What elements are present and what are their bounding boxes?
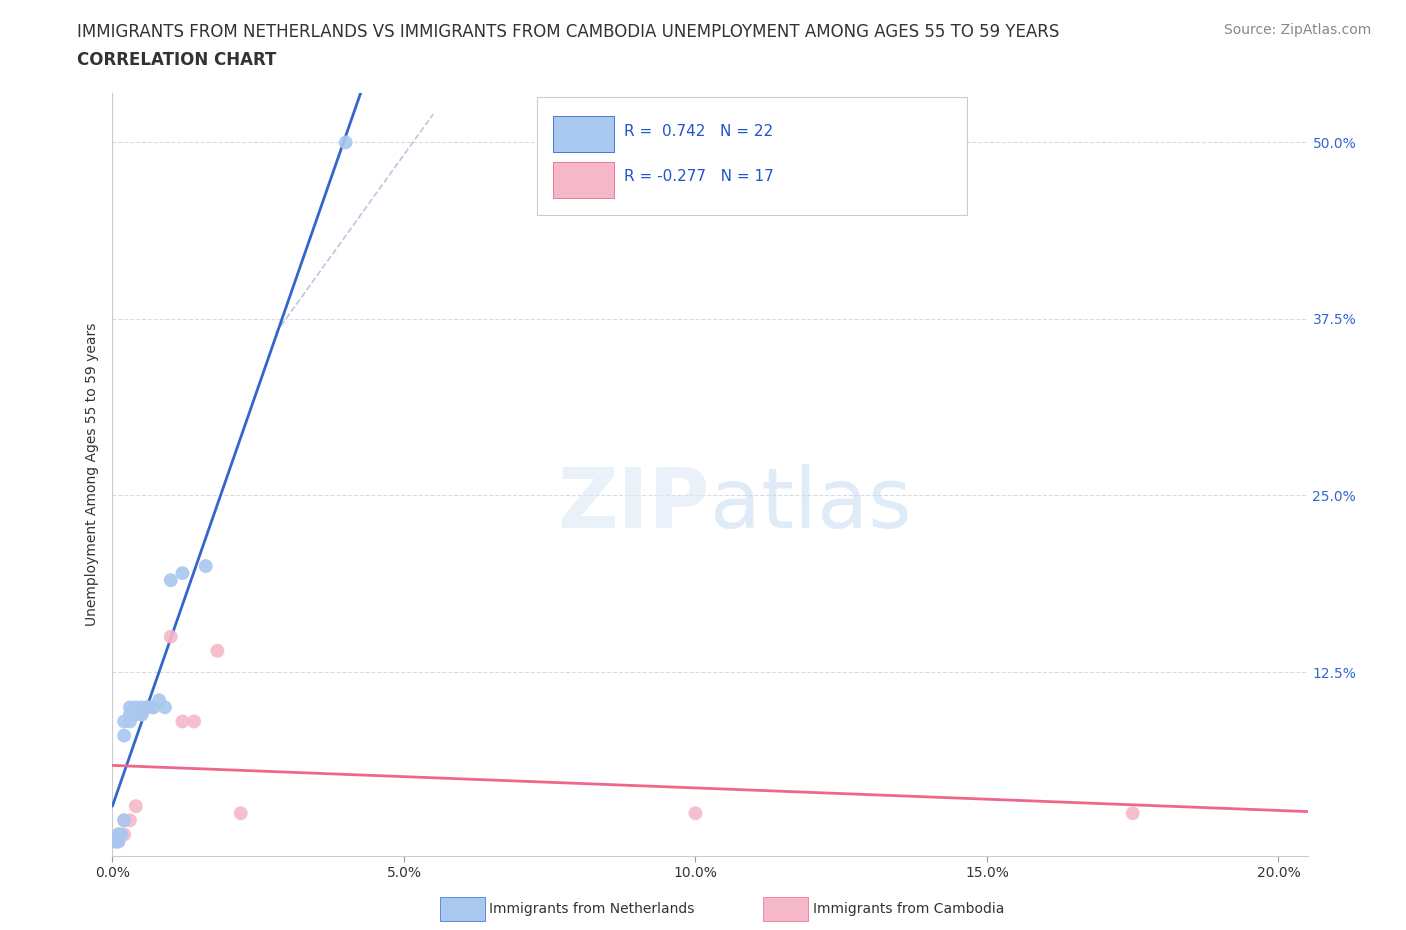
Point: [131, 707, 153, 722]
Point: [194, 559, 217, 574]
Point: [142, 700, 165, 715]
Point: [183, 714, 205, 729]
Text: Immigrants from Netherlands: Immigrants from Netherlands: [489, 901, 695, 916]
FancyBboxPatch shape: [537, 97, 967, 215]
Point: [1122, 805, 1144, 820]
Point: [104, 834, 127, 849]
Point: [131, 700, 153, 715]
Text: R = -0.277   N = 17: R = -0.277 N = 17: [624, 169, 773, 184]
Point: [110, 827, 132, 842]
Point: [159, 630, 181, 644]
Point: [118, 714, 141, 729]
Point: [112, 728, 135, 743]
Text: ZIP: ZIP: [558, 464, 710, 545]
Point: [685, 805, 707, 820]
Point: [335, 135, 357, 150]
Point: [118, 707, 141, 722]
Point: [142, 700, 165, 715]
Text: R =  0.742   N = 22: R = 0.742 N = 22: [624, 124, 773, 139]
Point: [107, 827, 129, 842]
Point: [107, 834, 129, 849]
Point: [136, 700, 159, 715]
FancyBboxPatch shape: [554, 162, 614, 198]
Point: [112, 813, 135, 828]
Point: [125, 799, 148, 814]
Y-axis label: Unemployment Among Ages 55 to 59 years: Unemployment Among Ages 55 to 59 years: [86, 323, 100, 626]
Point: [125, 707, 148, 722]
Text: Immigrants from Cambodia: Immigrants from Cambodia: [813, 901, 1004, 916]
Point: [207, 644, 229, 658]
Text: CORRELATION CHART: CORRELATION CHART: [77, 51, 277, 69]
Point: [153, 700, 176, 715]
Point: [229, 805, 252, 820]
Point: [118, 700, 141, 715]
Text: IMMIGRANTS FROM NETHERLANDS VS IMMIGRANTS FROM CAMBODIA UNEMPLOYMENT AMONG AGES : IMMIGRANTS FROM NETHERLANDS VS IMMIGRANT…: [77, 23, 1060, 41]
Point: [172, 565, 194, 580]
Point: [107, 827, 129, 842]
Point: [148, 693, 170, 708]
Point: [131, 707, 153, 722]
Point: [112, 714, 135, 729]
Point: [107, 834, 129, 849]
Point: [104, 834, 127, 849]
Text: Source: ZipAtlas.com: Source: ZipAtlas.com: [1223, 23, 1371, 37]
FancyBboxPatch shape: [554, 116, 614, 153]
Text: atlas: atlas: [710, 464, 911, 545]
Point: [159, 573, 181, 588]
Point: [112, 827, 135, 842]
Point: [136, 700, 159, 715]
Point: [112, 813, 135, 828]
Point: [172, 714, 194, 729]
Point: [118, 813, 141, 828]
Point: [125, 700, 148, 715]
